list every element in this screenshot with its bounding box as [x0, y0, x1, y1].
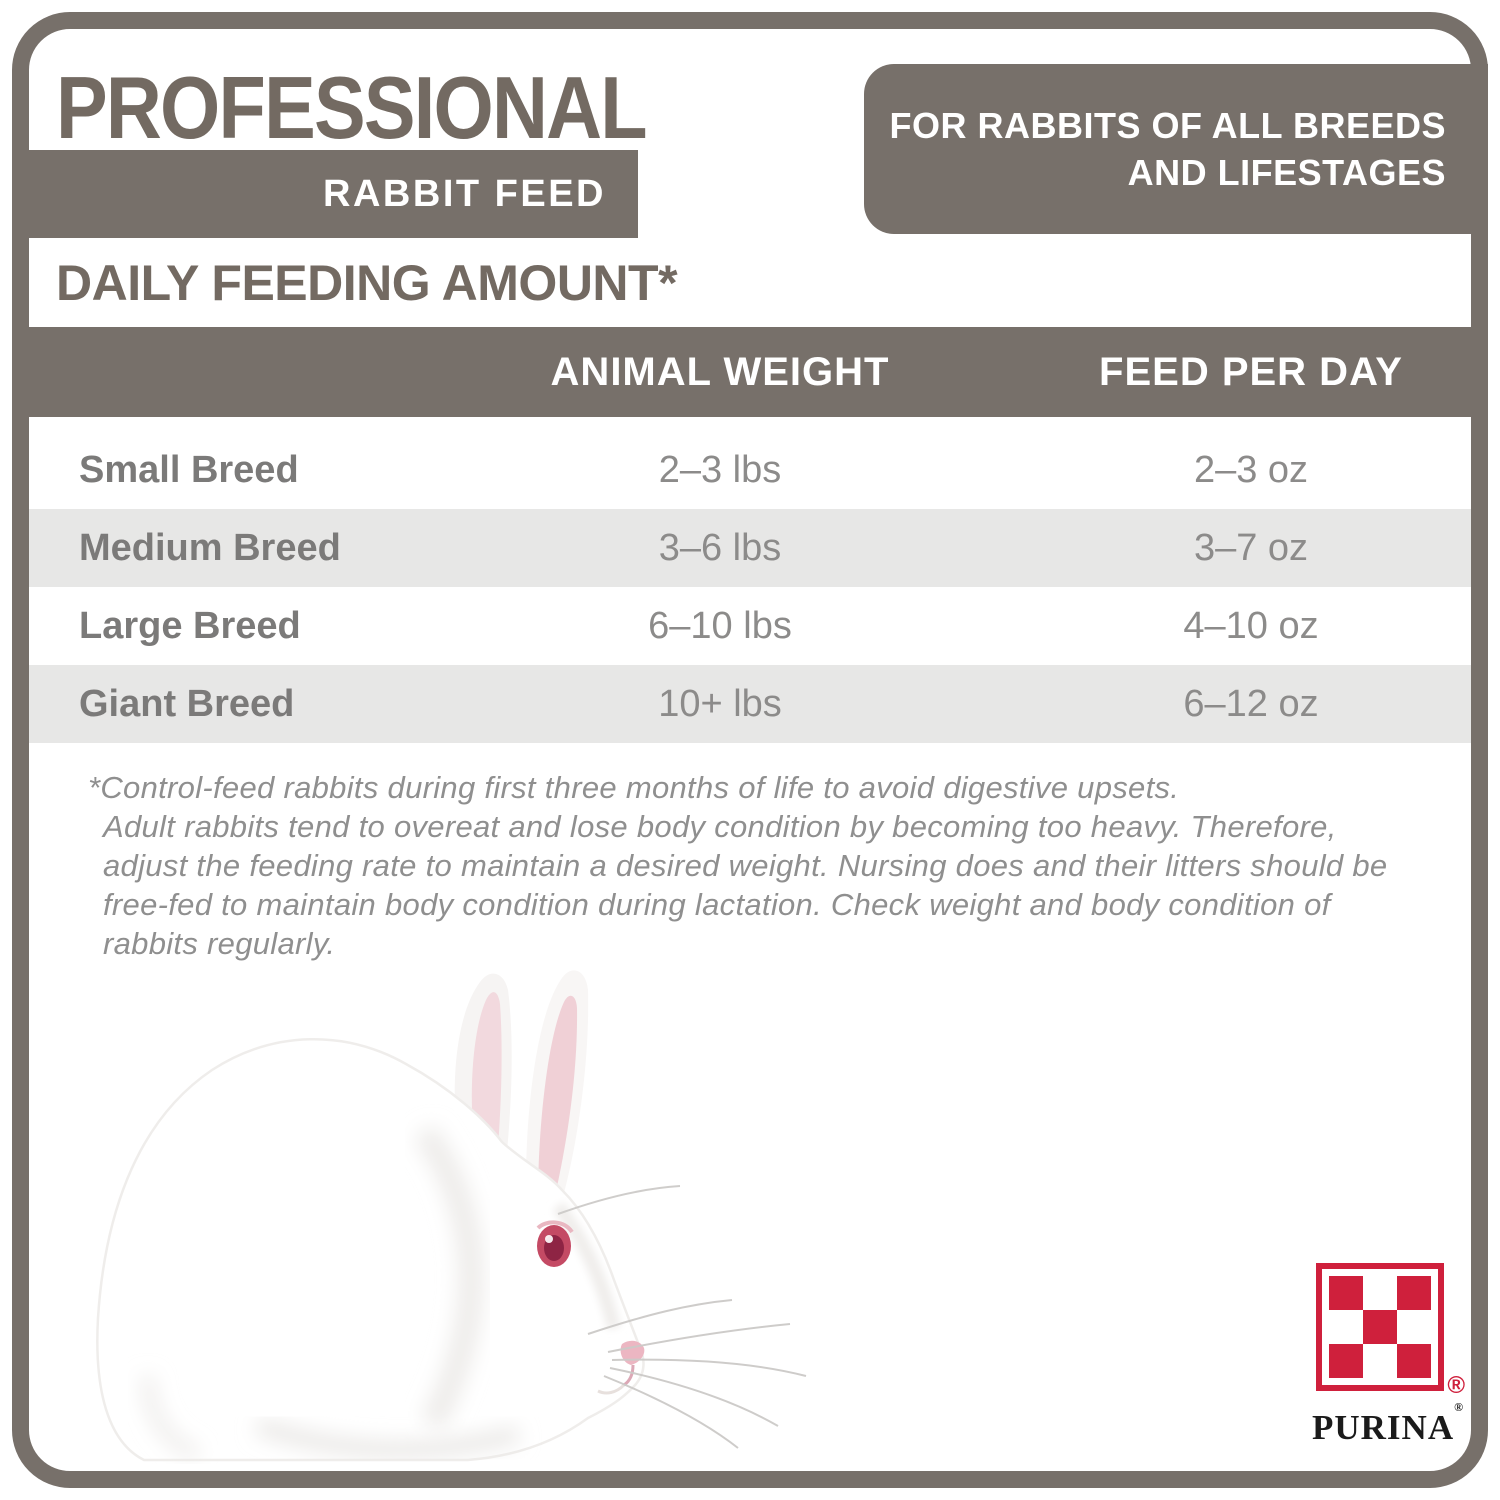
breed-name: Small Breed: [79, 448, 299, 491]
feeding-table-header: ANIMAL WEIGHT FEED PER DAY: [29, 327, 1471, 417]
rabbit-shading: [142, 1124, 621, 1460]
purina-checkerboard-icon: ®: [1315, 1262, 1465, 1398]
audience-banner: FOR RABBITS OF ALL BREEDS AND LIFESTAGES: [864, 64, 1488, 234]
audience-line-1: FOR RABBITS OF ALL BREEDS: [889, 105, 1446, 146]
purina-brand-text: PURINA: [1312, 1408, 1455, 1447]
breed-name: Large Breed: [79, 604, 301, 647]
product-banner: RABBIT FEED: [12, 150, 638, 238]
audience-line-2: AND LIFESTAGES: [1127, 152, 1446, 193]
table-row: Giant Breed 10+ lbs 6–12 oz: [29, 665, 1471, 743]
feeding-footnote: *Control-feed rabbits during first three…: [88, 768, 1428, 963]
feeding-table: ANIMAL WEIGHT FEED PER DAY Small Breed 2…: [29, 327, 1471, 743]
rabbit-eye: [536, 1220, 574, 1267]
footnote-line: rabbits regularly.: [103, 926, 336, 961]
feed-per-day-value: 2–3 oz: [1193, 448, 1309, 491]
purina-logo: ® PURINA®: [1312, 1262, 1465, 1448]
registered-trademark-icon: ®: [1447, 1372, 1465, 1399]
product-banner-label: RABBIT FEED: [323, 172, 606, 215]
breed-name: Giant Breed: [79, 682, 295, 725]
breed-name: Medium Breed: [79, 526, 341, 569]
header-animal-weight: ANIMAL WEIGHT: [550, 349, 890, 394]
footnote-line: adjust the feeding rate to maintain a de…: [103, 848, 1388, 883]
animal-weight-value: 10+ lbs: [658, 682, 782, 725]
footnote-line: Adult rabbits tend to overeat and lose b…: [103, 809, 1337, 844]
rabbit-body: [96, 1037, 645, 1462]
footnote-line: free-fed to maintain body condition duri…: [103, 887, 1331, 922]
rabbit-photo: [96, 970, 807, 1462]
table-row: Medium Breed 3–6 lbs 3–7 oz: [29, 509, 1471, 587]
section-title: DAILY FEEDING AMOUNT*: [56, 255, 678, 311]
animal-weight-value: 2–3 lbs: [658, 448, 782, 491]
header-feed-per-day: FEED PER DAY: [1099, 349, 1403, 394]
feed-per-day-value: 6–12 oz: [1183, 682, 1319, 725]
purina-wordmark: PURINA®: [1312, 1400, 1463, 1448]
rabbit-whiskers: [557, 1185, 807, 1449]
table-row: Large Breed 6–10 lbs 4–10 oz: [29, 587, 1471, 665]
table-row: Small Breed 2–3 lbs 2–3 oz: [29, 431, 1471, 509]
animal-weight-value: 6–10 lbs: [648, 604, 792, 647]
feed-per-day-value: 4–10 oz: [1183, 604, 1319, 647]
brand-title: PROFESSIONAL: [56, 58, 648, 157]
animal-weight-value: 3–6 lbs: [658, 526, 782, 569]
footnote-line: *Control-feed rabbits during first three…: [88, 770, 1180, 805]
wordmark-registered-icon: ®: [1454, 1400, 1464, 1414]
feed-per-day-value: 3–7 oz: [1193, 526, 1309, 569]
